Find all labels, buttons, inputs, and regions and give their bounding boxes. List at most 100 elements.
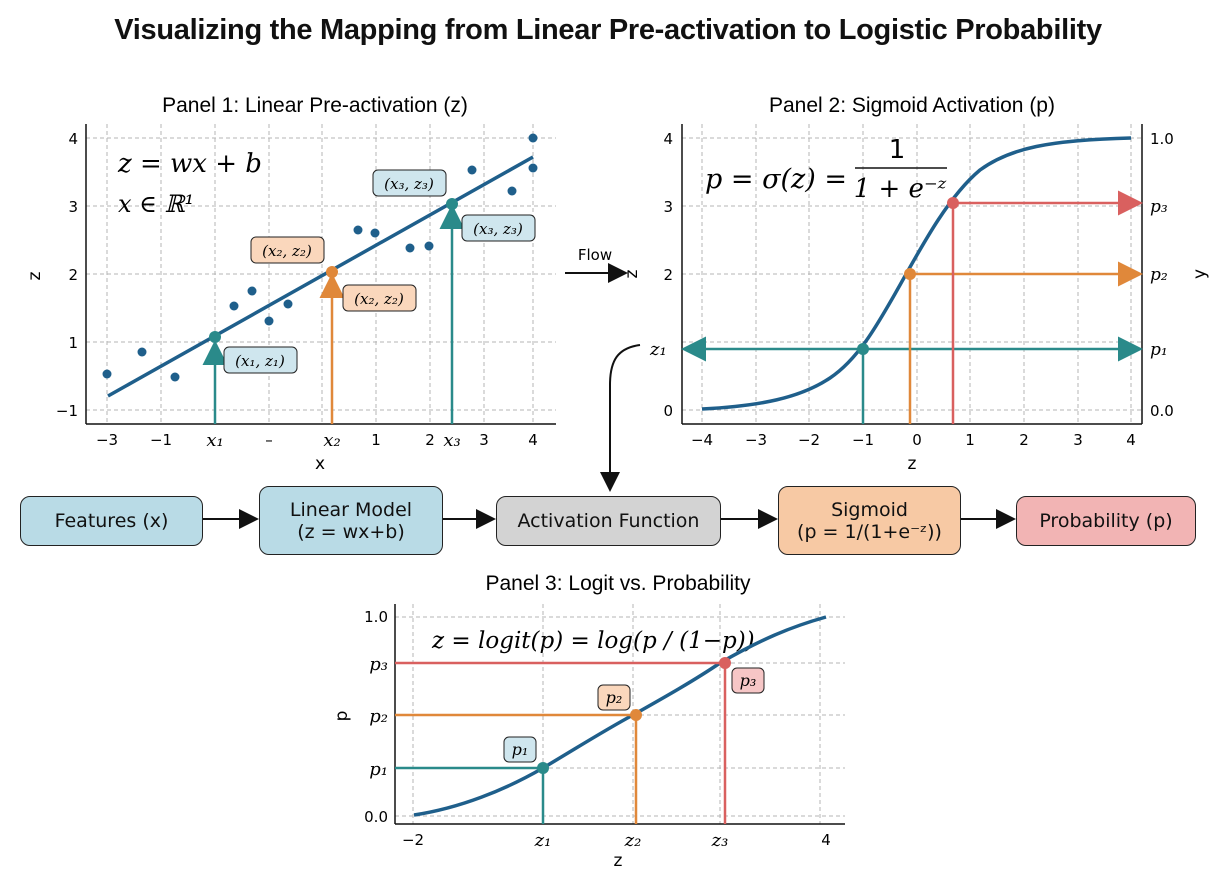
svg-text:x₁: x₁ [206,430,223,451]
svg-text:4: 4 [821,831,831,849]
panel-2-right-ticks: 1.0 p₃ p₂ p₁ 0.0 [1150,130,1174,420]
activation-function-label: Activation Function [517,510,700,532]
svg-text:2: 2 [1019,431,1029,449]
linear-model-node: Linear Model (z = wx+b) [259,486,443,555]
point-x2-z2 [326,266,338,278]
svg-text:p₁: p₁ [1150,340,1168,360]
svg-text:3: 3 [663,198,673,216]
svg-text:p₂: p₂ [606,688,623,707]
logit-point-3 [719,657,731,669]
svg-text:3: 3 [479,431,489,449]
panel-1-equation: z = wx + b [117,149,262,179]
panel-3-x-ticks: −2 z₁ z₂ z₃ 4 [402,830,831,851]
svg-text:4: 4 [663,130,673,148]
svg-text:1: 1 [889,135,906,165]
svg-text:0: 0 [663,402,673,420]
svg-text:p₂: p₂ [1150,265,1168,285]
sigmoid-point-1 [857,343,869,355]
svg-text:0.0: 0.0 [1150,402,1174,420]
svg-text:−3: −3 [745,431,767,449]
panel-1-x-ticks: −3 −1 x₁ – x₂ 1 2 x₃ 3 4 [96,430,538,451]
figure-title: Visualizing the Mapping from Linear Pre-… [114,14,1102,46]
sigmoid-label: Sigmoid [831,498,908,521]
panel-3-y-label: p [332,711,352,722]
svg-text:2: 2 [68,266,78,284]
svg-text:1.0: 1.0 [1150,130,1174,148]
svg-text:0.0: 0.0 [364,808,388,826]
label-x3-z3-lower: (x₃, z₃) [461,214,536,242]
svg-text:−4: −4 [691,431,713,449]
label-p3: p₃ [731,667,765,694]
panel-2-x-label: z [908,454,917,474]
panel-2-right-label: y [1190,269,1210,279]
sigmoid-formula: (p = 1/(1+e⁻ᶻ)) [797,520,942,543]
linear-model-formula: (z = wx+b) [297,520,405,543]
svg-text:−1: −1 [852,431,874,449]
probability-label: Probability (p) [1039,510,1173,532]
svg-text:p₃: p₃ [369,654,388,675]
panel-1-scatter-points [102,133,538,382]
svg-text:0: 0 [912,431,922,449]
svg-text:−2: −2 [798,431,820,449]
panel-1-y-label: z [25,271,45,280]
svg-text:−2: −2 [402,831,424,849]
svg-text:3: 3 [1073,431,1083,449]
svg-text:p₃: p₃ [1150,197,1168,217]
flow-label: Flow [578,246,612,264]
sigmoid-curve [701,136,1132,411]
panel-3-x-label: z [614,851,623,871]
svg-text:x₂: x₂ [323,430,340,451]
svg-text:4: 4 [68,130,78,148]
svg-text:2: 2 [663,266,673,284]
panel-1-domain: x ∈ ℝ¹ [118,190,194,218]
point-x1-z1 [209,331,221,343]
linear-model-label: Linear Model [289,498,413,521]
svg-text:1: 1 [965,431,975,449]
label-p2: p₂ [597,684,631,711]
svg-text:3: 3 [68,198,78,216]
svg-text:p = σ(z) =: p = σ(z) = [705,164,847,195]
svg-text:1: 1 [68,334,78,352]
svg-text:1: 1 [371,431,381,449]
svg-text:1 + e⁻ᶻ: 1 + e⁻ᶻ [854,174,947,204]
panel-3-title: Panel 3: Logit vs. Probability [486,572,751,595]
panel-2: Panel 2: Sigmoid Activation (p) 4 3 2 0 … [600,94,1210,492]
svg-text:2: 2 [425,431,435,449]
panel-1-title: Panel 1: Linear Pre-activation (z) [162,94,468,117]
svg-text:1.0: 1.0 [364,608,388,626]
features-node: Features (x) [20,496,203,546]
panel-2-equation: p = σ(z) = 1 1 + e⁻ᶻ [705,135,947,204]
label-x2-z2-lower: (x₂, z₂) [342,284,417,312]
label-p1: p₁ [503,736,537,763]
svg-text:p₂: p₂ [369,706,388,727]
svg-text:z₁: z₁ [534,830,552,851]
features-label: Features (x) [54,510,169,532]
svg-text:4: 4 [528,431,538,449]
svg-text:4: 4 [1126,431,1136,449]
svg-text:−1: −1 [150,431,172,449]
panel-1-x-label: x [315,454,325,474]
panel-1-y-ticks: 4 3 2 1 −1 [56,130,78,420]
label-x1-z1: (x₁, z₁) [223,346,298,374]
logit-point-1 [537,762,549,774]
svg-text:−3: −3 [96,431,118,449]
point-x3-z3 [446,198,458,210]
svg-text:(x₃, z₃): (x₃, z₃) [473,220,523,238]
svg-text:(x₂, z₂): (x₂, z₂) [262,242,312,260]
svg-text:–: – [265,431,273,449]
panel-2-left-label: z [622,269,642,278]
panel-1: Panel 1: Linear Pre-activation (z) 4 3 2… [25,94,556,474]
panel-3-grid [395,604,845,824]
panel-2-x-ticks: −4 −3 −2 −1 0 1 2 3 4 [691,431,1136,449]
panel-2-left-ticks: 4 3 2 0 [663,130,673,420]
activation-function-node: Activation Function [496,496,721,546]
sigmoid-point-2 [904,268,916,280]
panel-3-y-ticks: 1.0 p₃ p₂ p₁ 0.0 [364,608,388,826]
svg-text:p₃: p₃ [740,671,757,690]
z1-to-activation-arrow [600,344,641,492]
logit-point-2 [630,709,642,721]
svg-text:(x₁, z₁): (x₁, z₁) [235,352,285,370]
label-x2-z2-upper: (x₂, z₂) [250,236,325,264]
svg-text:−1: −1 [56,402,78,420]
